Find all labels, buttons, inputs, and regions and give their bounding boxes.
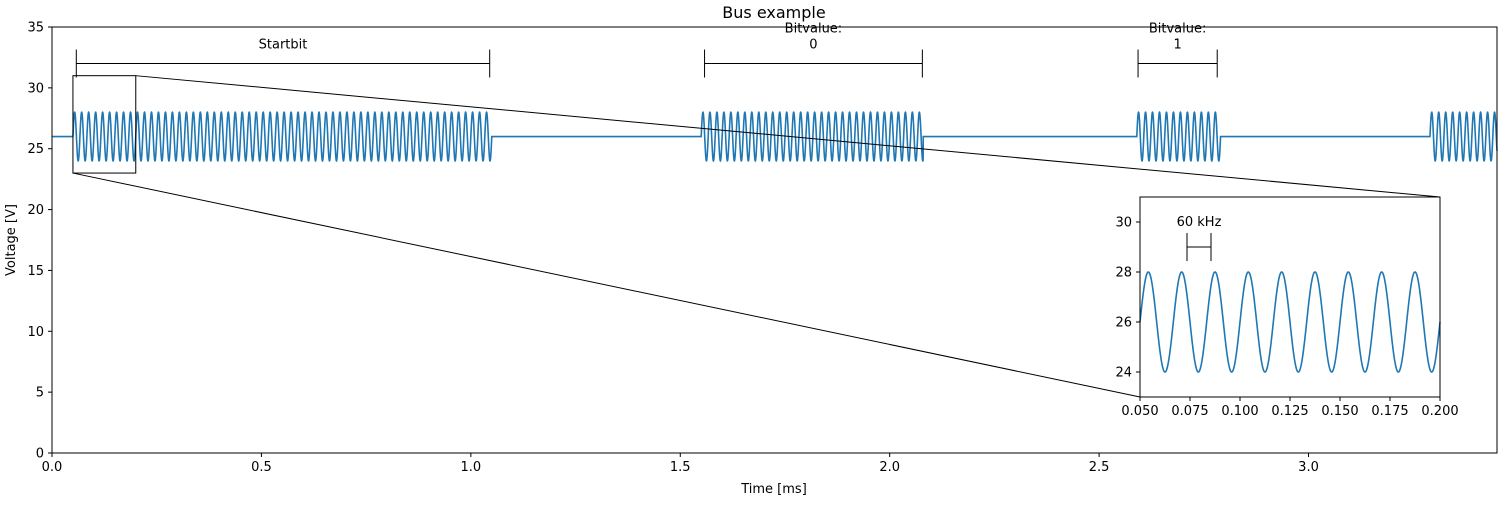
x-tick-label: 2.0 bbox=[879, 460, 900, 475]
inset-y-tick-label: 26 bbox=[1115, 316, 1132, 331]
inset-x-tick-label: 0.075 bbox=[1171, 404, 1208, 419]
zoom-connector-line bbox=[72, 172, 1141, 398]
inset-signal-line bbox=[1139, 271, 1441, 373]
y-tick-label: 25 bbox=[27, 142, 44, 157]
inset-plot: 0.050 0.075 0.100 0.125 0.150 0.175 0.200 24 26 2… bbox=[1115, 196, 1459, 419]
annotation-label: 1 bbox=[1173, 38, 1181, 53]
x-tick-label: 1.5 bbox=[670, 460, 691, 475]
y-tick-label: 10 bbox=[27, 325, 44, 340]
y-tick-label: 0 bbox=[36, 447, 44, 462]
y-tick-label: 35 bbox=[27, 21, 44, 36]
x-tick-label: 0.5 bbox=[251, 460, 272, 475]
inset-y-tick-label: 30 bbox=[1115, 216, 1132, 231]
inset-x-tick-label: 0.100 bbox=[1221, 404, 1258, 419]
inset-x-tick-label: 0.200 bbox=[1421, 404, 1458, 419]
annotation-label: Bitvalue: bbox=[785, 22, 843, 37]
inset-x-tick-label: 0.050 bbox=[1121, 404, 1158, 419]
annotation-label: 0 bbox=[809, 38, 817, 53]
y-axis-label: Voltage [V] bbox=[4, 204, 19, 276]
inset-x-tick-label: 0.150 bbox=[1321, 404, 1358, 419]
inset-x-tick-label: 0.175 bbox=[1371, 404, 1408, 419]
y-tick-label: 5 bbox=[36, 386, 44, 401]
annotation-label: Bitvalue: bbox=[1149, 22, 1207, 37]
inset-y-tick-label: 28 bbox=[1115, 266, 1132, 281]
main-plot: 0.0 0.5 1.0 1.5 2.0 2.5 3.005101520253035Start… bbox=[27, 21, 1498, 475]
inset-x-tick-label: 0.125 bbox=[1271, 404, 1308, 419]
x-tick-label: 0.0 bbox=[42, 460, 63, 475]
x-tick-label: 2.5 bbox=[1089, 460, 1110, 475]
y-tick-label: 15 bbox=[27, 264, 44, 279]
signal-line bbox=[52, 111, 1498, 163]
y-tick-label: 20 bbox=[27, 203, 44, 218]
plot-frame bbox=[51, 26, 1498, 454]
inset-y-tick-label: 24 bbox=[1115, 366, 1132, 381]
chart-title: Bus example bbox=[722, 3, 825, 22]
x-axis-label: Time [ms] bbox=[740, 482, 807, 497]
zoom-connector-line bbox=[135, 75, 1441, 198]
zoom-indicator-box bbox=[72, 75, 137, 174]
x-tick-label: 3.0 bbox=[1298, 460, 1319, 475]
y-tick-label: 30 bbox=[27, 81, 44, 96]
x-tick-label: 1.0 bbox=[460, 460, 481, 475]
frequency-label: 60 kHz bbox=[1177, 215, 1222, 230]
annotation-label: Startbit bbox=[259, 38, 308, 53]
inset-background bbox=[1140, 197, 1440, 397]
